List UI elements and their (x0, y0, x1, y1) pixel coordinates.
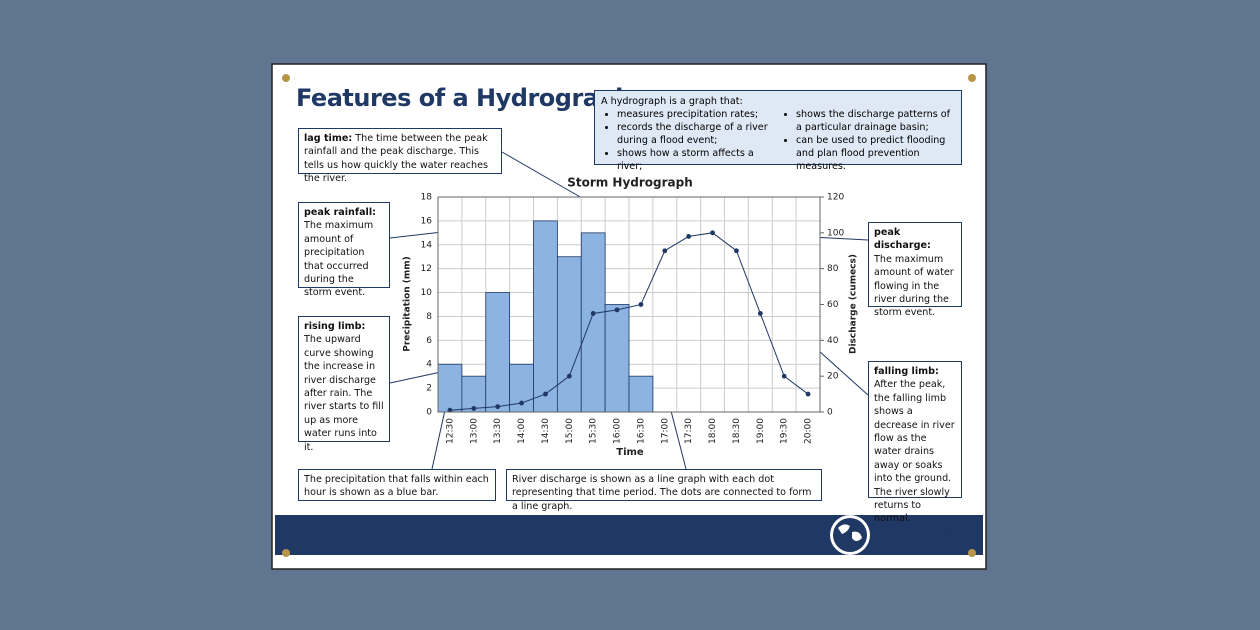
annotation: peak discharge: The maximum amount of wat… (868, 222, 962, 318)
x-tick-label: 16:30 (636, 418, 646, 444)
x-tick-label: 13:30 (493, 418, 503, 444)
info-bullet: measures precipitation rates; (617, 108, 776, 121)
annotation: peak rainfall: The maximum amount of prec… (298, 202, 390, 298)
point (447, 407, 453, 413)
x-tick-label: 18:30 (732, 418, 742, 444)
x-tick-label: 19:30 (780, 418, 790, 444)
y-tick-label: 6 (426, 336, 432, 346)
y-tick-label: 4 (426, 360, 432, 370)
logo-land (838, 524, 862, 541)
x-tick-label: 14:30 (541, 418, 551, 444)
brand: BEYOND (889, 522, 978, 544)
y2-tick-label: 120 (827, 193, 844, 203)
point (495, 404, 501, 410)
term: lag time: (304, 133, 353, 144)
x-tick-label: 15:30 (589, 418, 599, 444)
poster-title: Features of a Hydrograph (296, 84, 632, 112)
y2-tick-label: 0 (827, 408, 833, 418)
y-tick-label: 0 (426, 408, 432, 418)
y2-tick-label: 100 (827, 228, 844, 238)
annotation-text: The upward curve showing the increase in… (304, 334, 384, 453)
pin (282, 74, 290, 82)
y2-tick-label: 40 (827, 336, 839, 346)
x-axis-label: Time (616, 447, 644, 458)
pointer (501, 151, 583, 199)
y-tick-label: 12 (421, 264, 432, 274)
y2-tick-label: 20 (827, 372, 839, 382)
x-tick-label: 15:00 (565, 418, 575, 444)
info-intro: A hydrograph is a graph that: (601, 96, 743, 107)
x-tick-label: 17:00 (660, 418, 670, 444)
line (449, 232, 809, 411)
point (662, 248, 668, 254)
annotation: The precipitation that falls within each… (298, 469, 496, 501)
point (566, 373, 572, 379)
brand-tagline: GEOGRAPHY (912, 543, 953, 549)
annotation: lag time: The time between the peak rain… (298, 128, 502, 184)
point (757, 311, 763, 316)
point (543, 391, 548, 397)
x-tick-label: 14:00 (517, 418, 527, 444)
y-tick-label: 2 (426, 384, 432, 394)
pin (968, 74, 976, 82)
y2-tick-label: 60 (827, 300, 839, 310)
term: rising limb: (304, 321, 366, 332)
x-tick-label: 12:30 (445, 418, 455, 444)
info-box: A hydrograph is a graph that: measures p… (594, 90, 962, 172)
point (638, 302, 644, 307)
info-bullet: shows the discharge patterns of a partic… (796, 108, 955, 134)
annotation-text: After the peak, the falling limb shows a… (874, 379, 955, 525)
point (590, 311, 596, 316)
bar (533, 220, 558, 413)
info-bullet: records the discharge of a river during … (617, 121, 776, 147)
y-axis-label: Precipitation (mm) (403, 256, 413, 352)
y-tick-label: 10 (421, 288, 433, 298)
pin (968, 549, 976, 557)
info-bullet: shows how a storm affects a river; (617, 147, 776, 173)
plot-frame (437, 196, 821, 413)
point (710, 230, 715, 236)
bar (485, 292, 511, 413)
bar (628, 375, 654, 413)
y2-tick-label: 80 (827, 264, 839, 274)
y2-axis-label: Discharge (cumecs) (849, 254, 859, 354)
annotation: falling limb: After the peak, the falling… (868, 361, 962, 524)
point (686, 234, 692, 239)
annotation-text: The maximum amount of precipitation that… (304, 220, 374, 299)
y-tick-label: 16 (421, 216, 433, 226)
term: peak rainfall: (304, 207, 376, 218)
point (519, 400, 524, 406)
bar (556, 256, 582, 413)
point (614, 307, 620, 313)
y-tick-label: 8 (426, 312, 432, 322)
logo-globe (833, 518, 867, 552)
chart-title: Storm Hydrograph (567, 176, 693, 190)
y-tick-label: 18 (421, 193, 433, 203)
y-tick-label: 14 (421, 240, 433, 250)
x-tick-label: 13:00 (469, 418, 479, 444)
term: falling limb: (874, 366, 939, 377)
bar (604, 304, 630, 413)
annotation: River discharge is shown as a line graph… (506, 469, 822, 512)
point (805, 391, 811, 397)
annotation-text: The time between the peak rainfall and t… (304, 133, 489, 185)
x-tick-label: 16:00 (613, 418, 623, 444)
bar (437, 363, 463, 413)
point (471, 406, 477, 411)
pin (282, 549, 290, 557)
term: peak discharge: (874, 227, 931, 252)
x-tick-label: 19:00 (756, 418, 766, 444)
annotation: rising limb: The upward curve showing the… (298, 316, 390, 453)
point (734, 248, 739, 254)
point (781, 373, 787, 379)
info-bullet: can be used to predict flooding and plan… (796, 134, 955, 173)
annotation-text: The maximum amount of water flowing in t… (874, 253, 954, 319)
x-tick-label: 17:30 (684, 418, 694, 444)
x-tick-label: 20:00 (804, 418, 814, 444)
bar (580, 232, 606, 413)
x-tick-label: 18:00 (708, 418, 718, 444)
